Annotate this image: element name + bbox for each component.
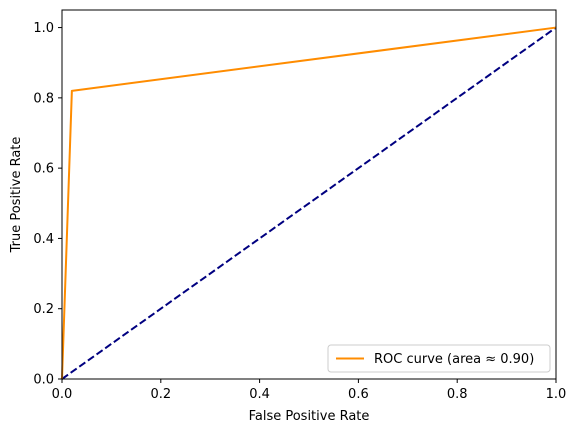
y-ticks: 0.0 0.2 0.4 0.6 0.8 1.0: [33, 21, 62, 388]
y-tick-label: 0.6: [33, 162, 54, 177]
x-tick-label: 0.2: [150, 387, 171, 402]
legend-box: [327, 344, 551, 373]
legend: ROC curve (area ≈ 0.90): [327, 344, 551, 373]
y-tick-label: 1.0: [33, 21, 54, 36]
x-axis-label: False Positive Rate: [249, 409, 370, 424]
y-axis-label: True Positive Rate: [9, 137, 24, 254]
x-tick-label: 0.8: [447, 387, 468, 402]
x-tick-label: 0.6: [348, 387, 369, 402]
x-tick-label: 0.4: [249, 387, 270, 402]
roc-curve-line: [61, 26, 557, 380]
y-tick-label: 0.2: [33, 302, 54, 317]
y-tick-label: 0.8: [33, 91, 54, 106]
legend-label-roc: ROC curve (area ≈ 0.90): [374, 352, 534, 367]
plot-frame: [61, 9, 557, 380]
diagonal-reference-line: [61, 26, 557, 380]
x-ticks: 0.0 0.2 0.4 0.6 0.8 1.0: [52, 379, 567, 402]
x-tick-label: 0.0: [52, 387, 73, 402]
y-tick-label: 0.0: [33, 373, 54, 388]
series-layer: [61, 26, 557, 380]
y-tick-label: 0.4: [33, 232, 54, 247]
x-tick-label: 1.0: [546, 387, 567, 402]
